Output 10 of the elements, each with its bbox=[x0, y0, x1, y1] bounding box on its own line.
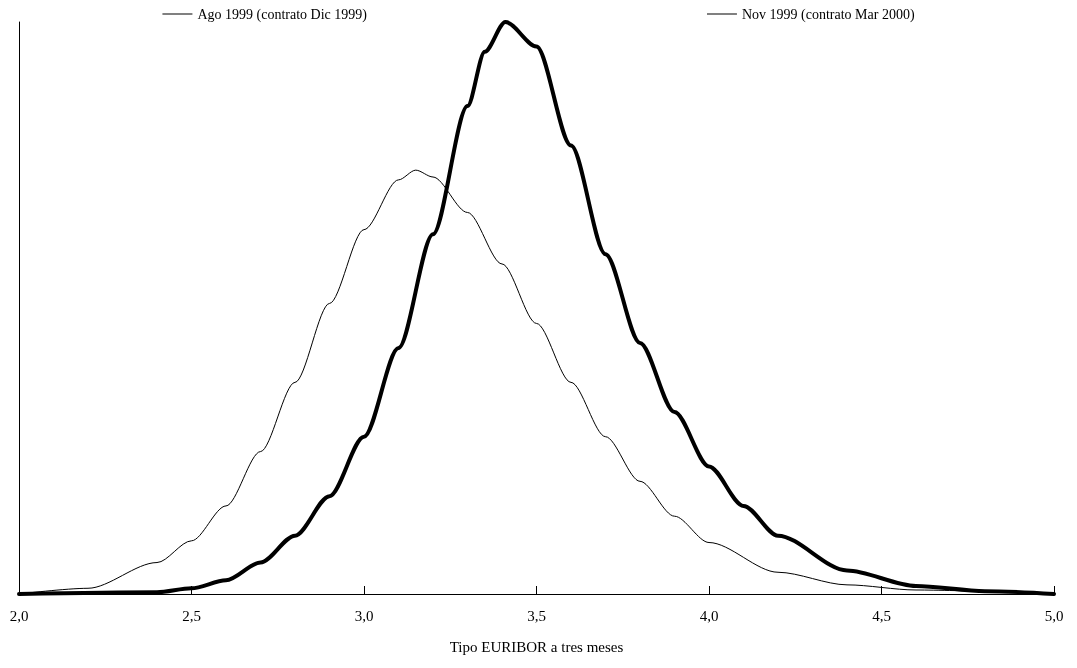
x-axis-title: Tipo EURIBOR a tres meses bbox=[449, 638, 624, 655]
x-tick-label: 4,0 bbox=[699, 607, 719, 624]
x-tick-label: 2,5 bbox=[182, 607, 201, 624]
legend-label: Nov 1999 (contrato Mar 2000) bbox=[741, 6, 915, 23]
x-tick-label: 2,0 bbox=[9, 607, 29, 624]
x-tick-label: 5,0 bbox=[1044, 607, 1064, 624]
x-tick-label: 4,5 bbox=[872, 607, 891, 624]
legend-label: Ago 1999 (contrato Dic 1999) bbox=[197, 6, 368, 23]
x-tick-label: 3,5 bbox=[527, 607, 546, 624]
x-tick-label: 3,0 bbox=[354, 607, 374, 624]
